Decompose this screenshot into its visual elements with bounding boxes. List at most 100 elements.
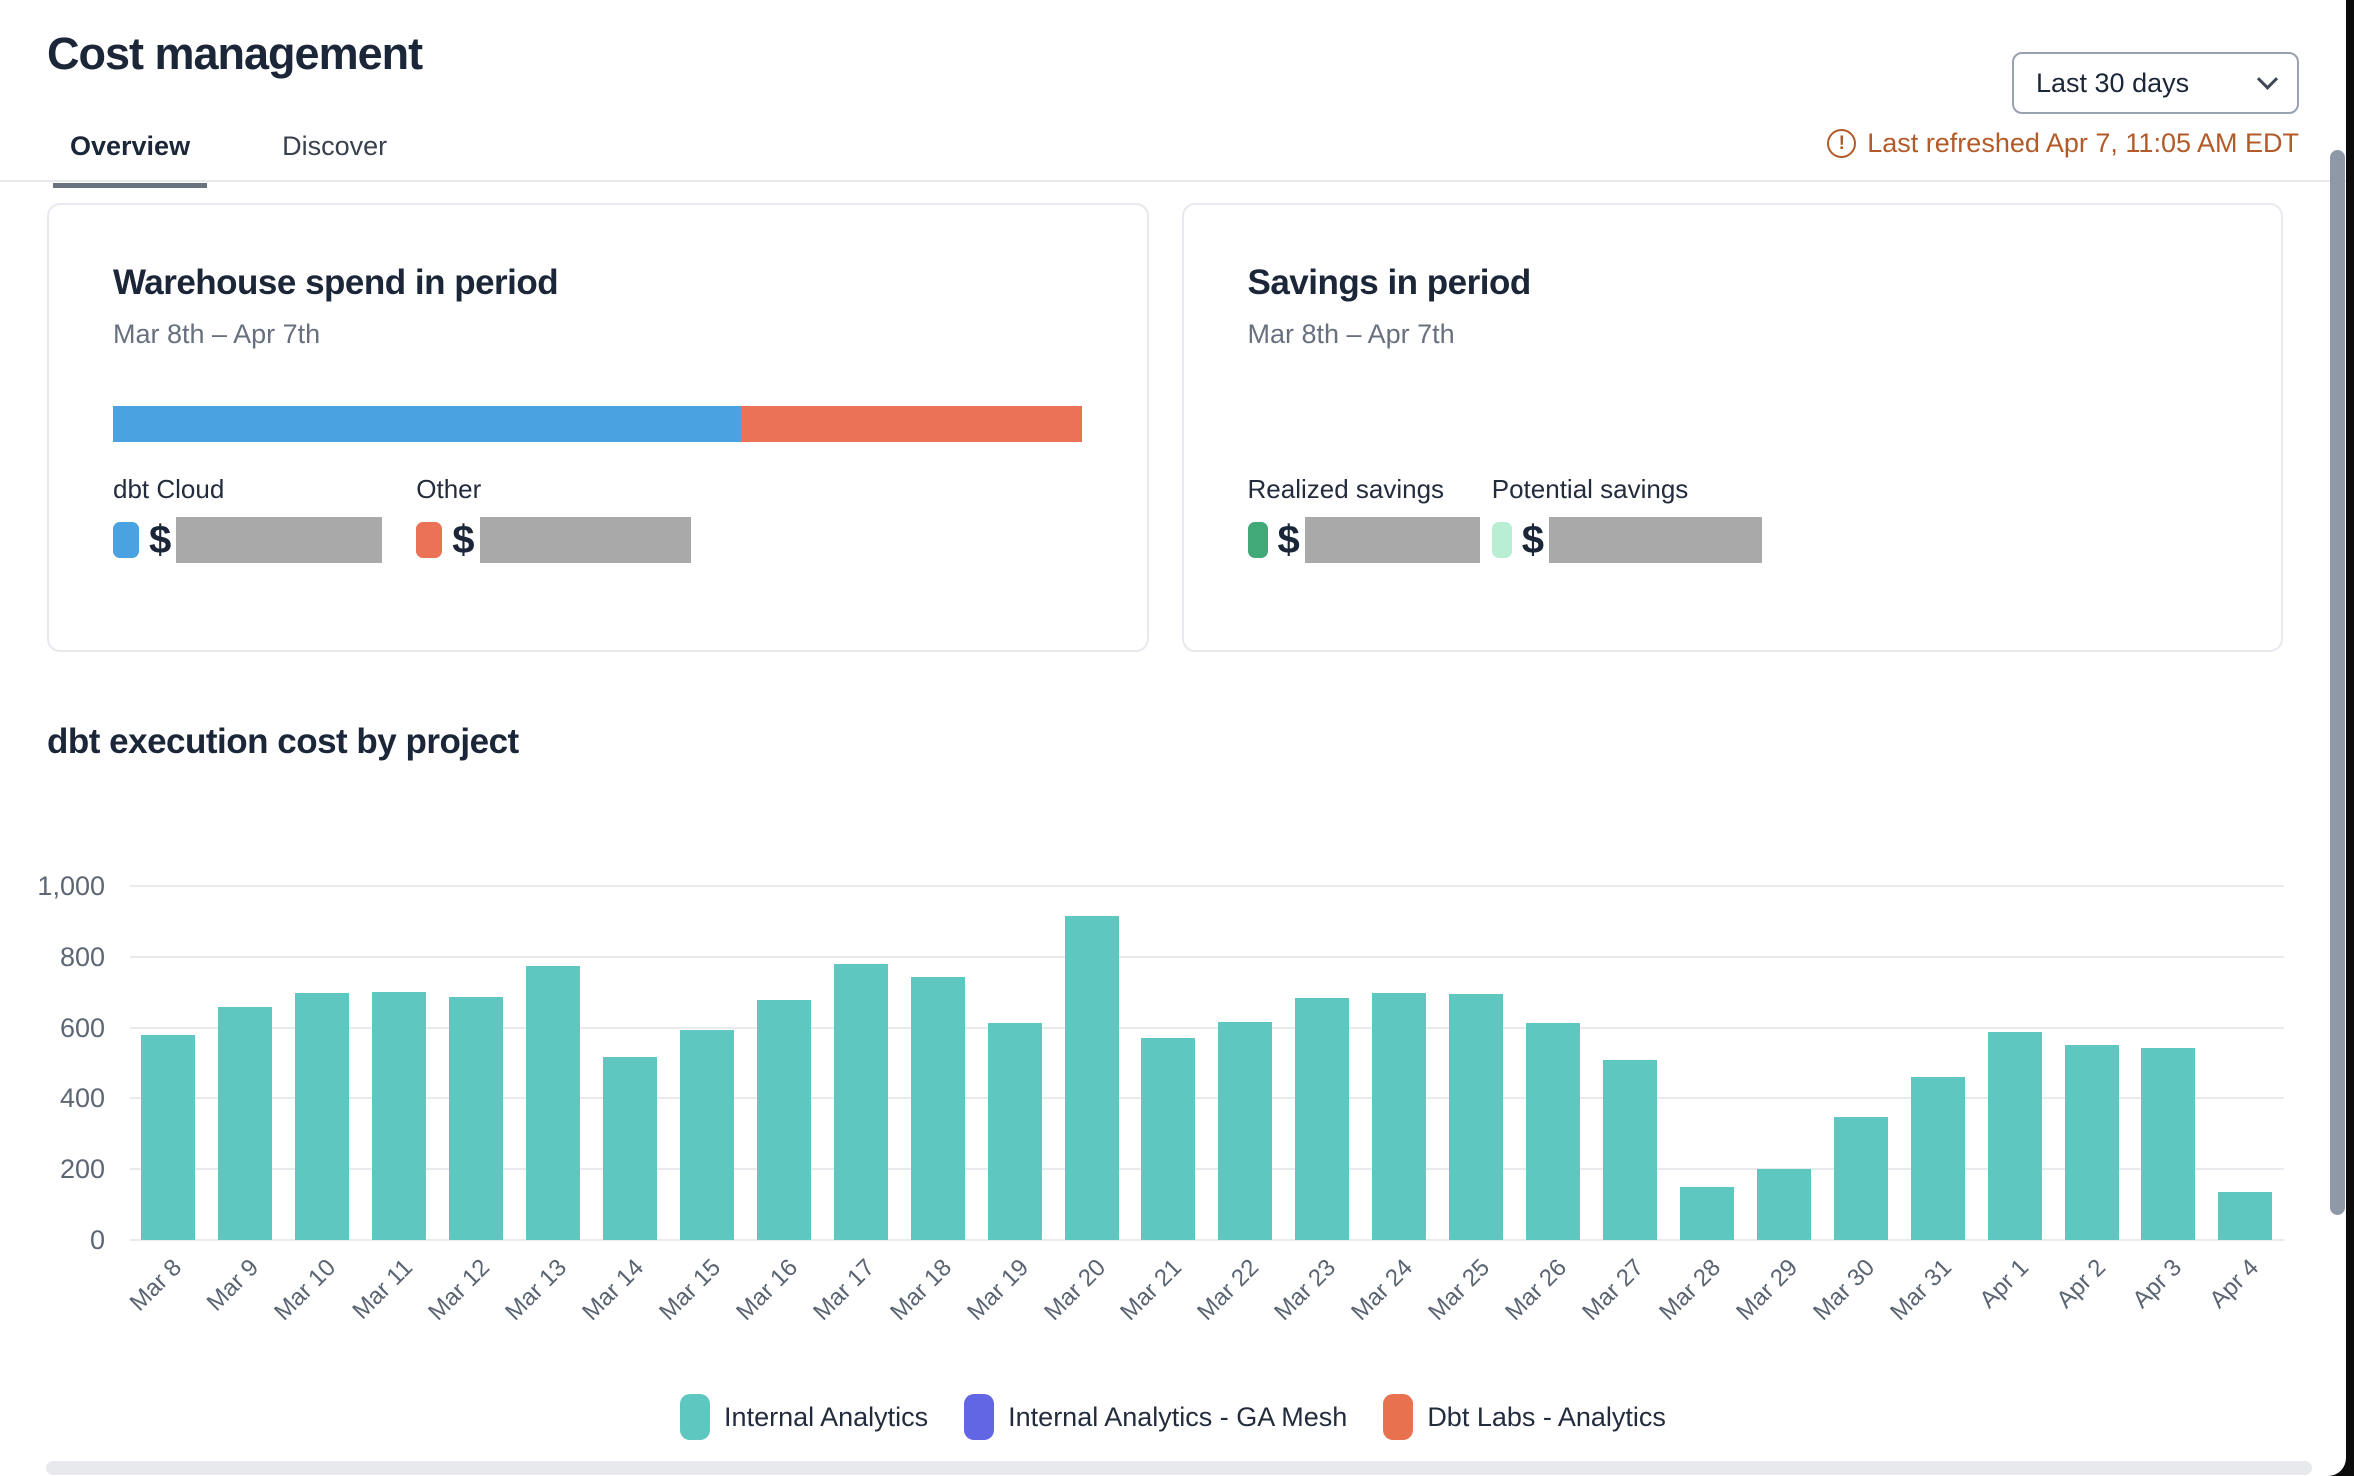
- card-title: Warehouse spend in period: [113, 263, 559, 302]
- cost-bar: [449, 997, 504, 1240]
- legend-label: Dbt Labs - Analytics: [1427, 1401, 1666, 1432]
- x-axis-label: Mar 15: [654, 1254, 726, 1326]
- legend-label: Other: [416, 474, 482, 504]
- chart-legend-item: Internal Analytics - GA Mesh: [964, 1394, 1347, 1440]
- x-axis-label: Mar 28: [1654, 1254, 1726, 1326]
- cost-bar: [1987, 1031, 2042, 1240]
- bar-slot: Mar 27: [1577, 886, 1669, 1326]
- bar-slot: Mar 20: [1039, 886, 1130, 1326]
- bar-slot: Apr 1: [1974, 886, 2053, 1314]
- bar-slots: Mar 8 Mar 9 Mar 10 Mar 11 Mar 12 Mar 13 Mar 14…: [125, 886, 2284, 1326]
- legend-label: Internal Analytics: [724, 1401, 929, 1432]
- x-axis-label: Mar 29: [1730, 1254, 1803, 1326]
- x-axis-label: Mar 23: [1269, 1254, 1342, 1326]
- cost-bar: [833, 963, 888, 1240]
- x-axis-label: Mar 13: [500, 1254, 573, 1326]
- bar-slot: Mar 30: [1808, 886, 1899, 1326]
- bar-slot: Apr 4: [2205, 886, 2284, 1314]
- x-axis-label: Apr 1: [1974, 1254, 2034, 1314]
- summary-cards: Warehouse spend in period Mar 8th – Apr …: [47, 203, 2283, 652]
- legend-item: Realized savings $: [1247, 474, 1480, 563]
- bar-slot: Mar 10: [269, 886, 361, 1326]
- x-axis-label: Apr 2: [2050, 1254, 2111, 1314]
- x-axis-label: Mar 16: [731, 1254, 803, 1326]
- x-axis-label: Mar 14: [577, 1254, 650, 1326]
- tab-divider: [0, 180, 2346, 182]
- x-axis-label: Mar 26: [1500, 1254, 1573, 1326]
- cost-bar: [1064, 916, 1119, 1240]
- cost-bar: [2064, 1044, 2119, 1240]
- horizontal-scrollbar[interactable]: [46, 1461, 2312, 1475]
- warehouse-spend-card: Warehouse spend in period Mar 8th – Apr …: [47, 203, 1149, 652]
- legend-value: $: [113, 517, 383, 563]
- legend-label: Potential savings: [1491, 474, 1689, 504]
- x-axis-label: Apr 4: [2204, 1254, 2265, 1314]
- gridline: [130, 1239, 2284, 1241]
- y-axis-tick: 400: [59, 1083, 105, 1114]
- legend-label: Internal Analytics - GA Mesh: [1008, 1401, 1348, 1432]
- legend-label: dbt Cloud: [113, 474, 225, 504]
- legend-swatch-icon: [964, 1394, 995, 1440]
- tab-discover[interactable]: Discover: [282, 131, 388, 161]
- bar-slot: Mar 19: [962, 886, 1053, 1326]
- cost-bar: [1526, 1023, 1581, 1240]
- date-range-dropdown[interactable]: Last 30 days: [2012, 52, 2299, 114]
- bar-slot: Mar 24: [1346, 886, 1438, 1326]
- bar-slot: Mar 16: [731, 886, 822, 1326]
- bar-slot: Apr 2: [2051, 886, 2130, 1314]
- gridline: [130, 955, 2284, 958]
- cost-bar-chart: 1,000 800 600 400 200 0 Mar 8 Mar 9 Mar 10 Mar 11…: [37, 871, 2284, 1326]
- spend-stacked-bar: [113, 406, 1083, 442]
- x-axis-label: Mar 17: [807, 1254, 880, 1326]
- currency-symbol: $: [149, 517, 172, 562]
- bar-slot: Mar 25: [1423, 886, 1515, 1326]
- dbt-cloud-swatch-icon: [113, 522, 139, 558]
- card-date-range: Mar 8th – Apr 7th: [113, 319, 321, 349]
- bar-slot: Mar 23: [1269, 886, 1361, 1326]
- bar-slot: Apr 3: [2128, 886, 2207, 1314]
- x-axis-label: Mar 11: [347, 1254, 419, 1325]
- y-axis-tick: 0: [89, 1225, 105, 1255]
- redacted-amount: [1549, 517, 1762, 563]
- savings-card: Savings in period Mar 8th – Apr 7th Real…: [1181, 203, 2283, 652]
- legend-value: $: [1491, 517, 1762, 563]
- legend-item: Other $: [416, 474, 691, 563]
- x-axis-label: Mar 22: [1192, 1254, 1265, 1326]
- legend-value: $: [416, 517, 691, 563]
- bar-slot: Mar 18: [885, 886, 976, 1326]
- vertical-scrollbar-thumb[interactable]: [2330, 150, 2345, 1215]
- currency-symbol: $: [1521, 517, 1544, 562]
- x-axis-label: Mar 19: [961, 1254, 1034, 1326]
- spend-segment-dbt-cloud: [113, 406, 742, 442]
- gridline: [130, 1168, 2284, 1171]
- legend-swatch-icon: [680, 1394, 711, 1440]
- cost-bar: [1910, 1077, 1965, 1240]
- x-axis-label: Mar 18: [884, 1254, 957, 1326]
- cost-bar: [1449, 993, 1504, 1240]
- x-axis-label: Mar 21: [1115, 1254, 1188, 1326]
- chart-legend-item: Dbt Labs - Analytics: [1383, 1394, 1666, 1440]
- x-axis-label: Mar 25: [1423, 1254, 1496, 1326]
- x-axis-label: Mar 24: [1346, 1254, 1419, 1326]
- legend-item: dbt Cloud $: [113, 474, 383, 563]
- x-axis-label: Apr 3: [2127, 1254, 2188, 1314]
- cost-bar: [1141, 1037, 1196, 1240]
- cost-bar: [756, 1000, 811, 1240]
- realized-savings-swatch-icon: [1247, 522, 1268, 558]
- gridline: [130, 885, 2284, 887]
- x-axis-label: Mar 12: [423, 1254, 496, 1326]
- date-range-value: Last 30 days: [2036, 67, 2190, 98]
- chart-title: dbt execution cost by project: [47, 722, 519, 761]
- cost-bar: [526, 965, 581, 1240]
- chart-legend: Internal Analytics Internal Analytics - G…: [0, 1394, 2346, 1440]
- legend-swatch-icon: [1383, 1394, 1414, 1440]
- x-axis-label: Mar 9: [201, 1254, 265, 1317]
- cost-bar: [1372, 992, 1427, 1240]
- bar-slot: Mar 15: [654, 886, 745, 1326]
- cost-bar: [1602, 1060, 1657, 1240]
- page-title: Cost management: [47, 28, 423, 79]
- cost-bar: [372, 992, 427, 1240]
- legend-label: Realized savings: [1247, 474, 1445, 504]
- tab-overview[interactable]: Overview: [53, 131, 208, 188]
- card-date-range: Mar 8th – Apr 7th: [1247, 319, 1455, 349]
